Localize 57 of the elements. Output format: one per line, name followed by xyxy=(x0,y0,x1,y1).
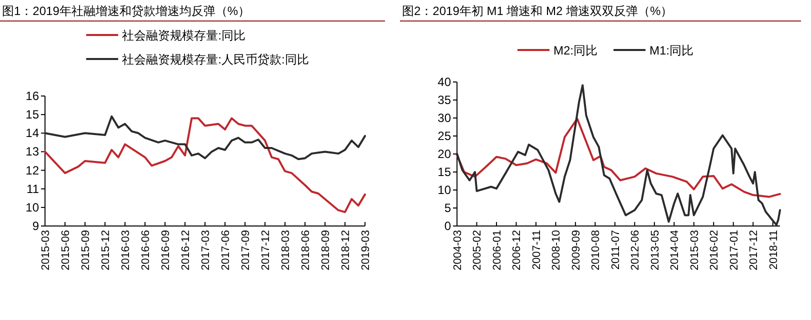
xtick: 2015-06 xyxy=(60,230,72,270)
title: 图2：2019年初 M1 增速和 M2 增速双双反弹（%） xyxy=(402,4,673,18)
xtick: 2016-09 xyxy=(160,230,172,270)
xtick: 2011-07 xyxy=(610,230,622,270)
ytick: 12 xyxy=(26,163,39,178)
title: 图1：2019年社融增速和贷款增速均反弹（%） xyxy=(2,4,250,18)
xtick: 2006-01 xyxy=(491,230,504,270)
xtick: 2014-04 xyxy=(669,230,682,270)
legend-label: 社会融资规模存量:同比 xyxy=(122,28,246,42)
ytick: 10 xyxy=(438,183,451,197)
xtick: 2017-03 xyxy=(200,230,212,270)
xtick: 2018-09 xyxy=(320,230,332,270)
xtick: 2006-12 xyxy=(511,230,524,270)
xtick: 2015-03 xyxy=(688,230,701,270)
ytick: 30 xyxy=(438,111,451,125)
xtick: 2010-08 xyxy=(590,230,602,270)
ytick: 14 xyxy=(26,126,39,140)
xtick: 2017-09 xyxy=(240,230,252,270)
xtick: 2017-06 xyxy=(220,230,232,270)
xtick: 2018-11 xyxy=(768,230,780,270)
xtick: 2016-12 xyxy=(180,230,192,270)
xtick: 2017-12 xyxy=(748,230,760,270)
ytick: 20 xyxy=(438,147,451,161)
xtick: 2016-06 xyxy=(140,230,152,270)
ytick: 40 xyxy=(438,75,451,89)
xtick: 2004-03 xyxy=(452,230,464,270)
xtick: 2016-02 xyxy=(708,230,721,270)
legend-label: 社会融资规模存量:人民币贷款:同比 xyxy=(122,52,309,66)
legend-label: M2:同比 xyxy=(553,44,598,58)
xtick: 2015-12 xyxy=(100,230,112,270)
xtick: 2015-03 xyxy=(40,230,52,270)
xtick: 2009-09 xyxy=(570,230,582,270)
xtick: 2017-01 xyxy=(728,230,740,270)
ytick: 9 xyxy=(32,219,39,233)
xtick: 2015-09 xyxy=(80,230,92,270)
ytick: 0 xyxy=(444,219,451,233)
xtick: 2019-03 xyxy=(360,230,372,270)
legend-label: M1:同比 xyxy=(650,44,694,58)
ytick: 15 xyxy=(438,165,451,179)
xtick: 2018-06 xyxy=(300,230,312,270)
ytick: 13 xyxy=(26,144,39,159)
ytick: 35 xyxy=(438,93,451,107)
xtick: 2013-05 xyxy=(649,230,662,270)
xtick: 2012-06 xyxy=(630,230,642,270)
xtick: 2018-03 xyxy=(280,230,292,270)
ytick: 10 xyxy=(26,200,39,214)
xtick: 2016-03 xyxy=(120,230,132,270)
xtick: 2005-02 xyxy=(472,230,484,270)
ytick: 15 xyxy=(26,108,39,122)
xtick: 2007-11 xyxy=(530,230,543,270)
xtick: 2008-10 xyxy=(550,230,563,270)
xtick: 2017-12 xyxy=(260,230,272,270)
ytick: 25 xyxy=(438,129,451,143)
ytick: 16 xyxy=(26,89,39,103)
ytick: 11 xyxy=(26,182,39,196)
xtick: 2018-12 xyxy=(340,230,352,270)
ytick: 5 xyxy=(444,201,451,215)
